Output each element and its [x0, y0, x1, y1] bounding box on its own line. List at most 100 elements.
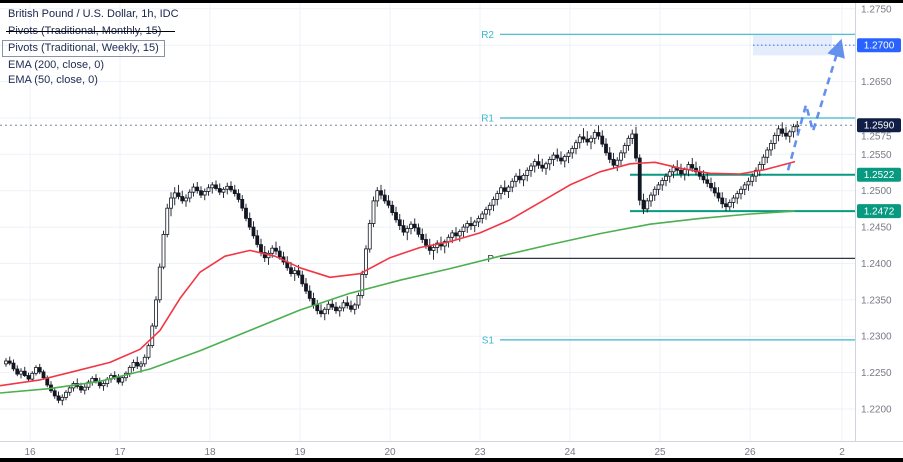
candle-body — [499, 187, 503, 195]
candle-body — [544, 163, 548, 169]
candle-body — [484, 209, 488, 215]
candle-body — [739, 188, 743, 195]
candle-body — [461, 226, 466, 232]
candle-body — [525, 169, 530, 176]
candle-body — [566, 152, 571, 157]
price-badge-label: 1.2590 — [864, 121, 895, 132]
candle-body — [360, 273, 365, 296]
candle-body — [742, 184, 747, 190]
candle-body — [180, 196, 185, 202]
candle-body — [277, 250, 282, 258]
candle-body — [551, 154, 556, 160]
candle-body — [645, 200, 650, 210]
candle-body — [712, 187, 717, 194]
indicator-ema-200[interactable]: EMA (200, close, 0) — [8, 59, 104, 71]
candle-body — [41, 371, 46, 379]
candle-body — [255, 235, 260, 245]
candle-body — [300, 274, 305, 285]
pivot-label-r2: R2 — [481, 30, 494, 41]
candle-body — [15, 368, 20, 375]
candle-body — [536, 161, 541, 166]
candle-body — [559, 157, 563, 162]
candle-body — [131, 361, 136, 368]
candle-body — [746, 180, 751, 186]
price-tick-label: 1.2500 — [861, 186, 892, 197]
candle-body — [86, 381, 91, 388]
candle-body — [292, 270, 297, 275]
candle-body — [375, 190, 380, 202]
indicator-ema-50[interactable]: EMA (50, close, 0) — [8, 74, 98, 86]
candle-body — [225, 185, 230, 190]
candle-body — [679, 169, 683, 175]
candle-body — [319, 310, 323, 315]
candle-body — [705, 179, 710, 184]
candle-body — [270, 247, 275, 254]
time-tick-label: 25 — [654, 447, 666, 458]
price-badge — [857, 118, 901, 133]
candle-body — [64, 391, 68, 398]
candle-body — [682, 169, 687, 175]
candle-body — [435, 242, 440, 248]
price-tick-label: 1.2350 — [861, 295, 892, 306]
candle-body — [199, 190, 203, 196]
candle-body — [409, 223, 413, 229]
candle-body — [240, 198, 245, 209]
candle-body — [187, 191, 192, 199]
candle-body — [622, 145, 627, 154]
pivot-label-p: P — [487, 254, 494, 265]
indicator-pivots-weekly[interactable]: Pivots (Traditional, Weekly, 15) — [2, 40, 165, 57]
pivot-label-s1: S1 — [482, 335, 495, 346]
pivot-lines-layer: R2 R1 P S1 — [481, 30, 855, 346]
price-tick-label: 1.2400 — [861, 259, 892, 270]
target-zone-box[interactable] — [753, 35, 832, 56]
candle-body — [94, 377, 98, 382]
candle-body — [221, 188, 226, 193]
candle-body — [169, 197, 173, 209]
price-badge — [857, 167, 901, 182]
price-tick-label: 1.2550 — [861, 150, 892, 161]
candle-body — [592, 132, 597, 139]
candle-body — [581, 136, 586, 140]
candle-body — [754, 169, 758, 177]
chart-legend: British Pound / U.S. Dollar, 1h, IDC Piv… — [2, 7, 179, 88]
candle-body — [82, 386, 87, 391]
price-tick-label: 1.2300 — [861, 332, 892, 343]
chart-svg[interactable]: R2R1PS11.27501.26501.25751.25501.25001.2… — [0, 3, 903, 458]
candle-body — [731, 197, 736, 203]
price-tick-label: 1.2575 — [861, 132, 892, 143]
indicator-pivots-monthly[interactable]: Pivots (Traditional, Monthly, 15) — [5, 25, 176, 37]
price-axis-bg[interactable] — [856, 3, 903, 458]
candle-body — [652, 188, 657, 196]
price-badge-label: 1.2472 — [864, 207, 895, 218]
candle-body — [540, 164, 545, 169]
time-tick-label: 18 — [204, 447, 216, 458]
candle-body — [416, 227, 421, 235]
candle-body — [191, 186, 196, 193]
candle-body — [664, 175, 668, 181]
candle-body — [476, 217, 481, 223]
candle-body — [341, 302, 346, 309]
candle-body — [330, 303, 335, 308]
candle-body — [795, 124, 800, 128]
candle-body — [607, 152, 612, 160]
candle-body — [615, 159, 620, 166]
candle-body — [780, 128, 785, 134]
candle-body — [146, 345, 151, 358]
candle-body — [502, 187, 507, 192]
price-chart-canvas[interactable]: R2 R1 P S1 1.2750 1.2650 1.2575 1.2550 1.2500 1.2… — [0, 3, 903, 458]
candle-body — [772, 134, 777, 144]
candle-body — [724, 203, 728, 208]
candle-body — [720, 197, 725, 205]
projection-arrow[interactable] — [786, 38, 845, 171]
candle-body — [757, 164, 762, 171]
candle-body — [34, 367, 38, 374]
candle-body — [157, 266, 162, 301]
candle-body — [521, 174, 526, 181]
symbol-title[interactable]: British Pound / U.S. Dollar, 1h, IDC — [8, 8, 179, 20]
candle-body — [637, 157, 642, 201]
candle-body — [626, 137, 631, 147]
candle-body — [394, 212, 398, 221]
axes-layer: 1.2750 1.2650 1.2575 1.2550 1.2500 1.2450 1.24… — [0, 3, 903, 458]
candle-body — [480, 213, 485, 219]
candle-body — [776, 128, 781, 136]
